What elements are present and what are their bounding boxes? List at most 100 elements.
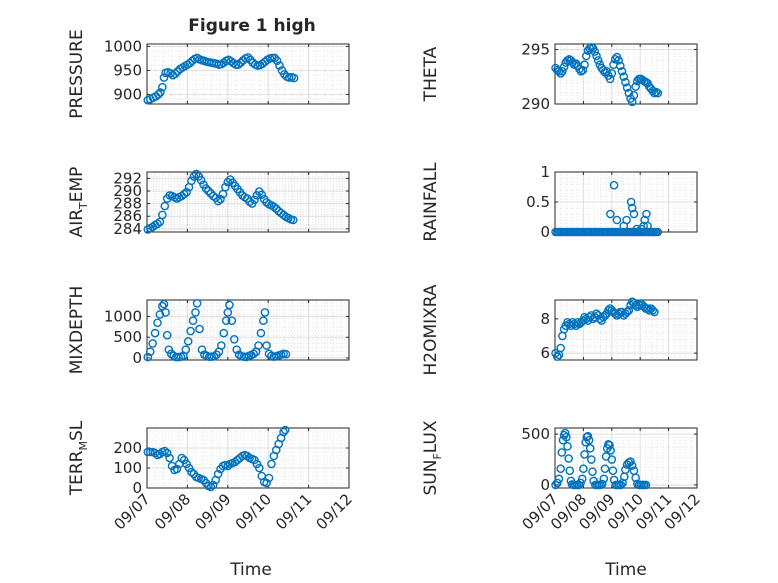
y-axis-label: THETA: [421, 46, 441, 102]
data-point: [272, 56, 282, 66]
data-point: [158, 82, 167, 92]
data-point: [185, 58, 195, 68]
data-point: [634, 300, 644, 310]
axes-frame: [146, 43, 350, 105]
data-point: [622, 215, 631, 225]
data-point: [187, 467, 196, 477]
data-point: [559, 62, 569, 72]
data-point: [606, 446, 615, 455]
data-point: [599, 474, 609, 484]
data-point: [195, 324, 204, 334]
data-point: [607, 69, 617, 78]
data-point: [616, 480, 626, 490]
data-point: [221, 182, 230, 192]
data-point: [609, 180, 619, 190]
y-tick-label: 900: [113, 85, 142, 103]
axes-frame: [554, 299, 698, 361]
data-point: [182, 187, 191, 197]
data-point: [631, 473, 640, 483]
data-point: [145, 347, 155, 357]
data-point: [186, 326, 195, 336]
data-point: [153, 219, 162, 229]
data-point: [631, 82, 640, 91]
data-point: [229, 335, 239, 344]
panel-pressure: 900 950 1000 PRESSURE: [67, 29, 350, 119]
y-axis-label-text: H2OMIXRA: [421, 284, 441, 375]
y-axis-label: PRESSURE: [67, 29, 87, 118]
panel-terr_msl: 010020009/0709/0809/0909/1009/1109/12Tim…: [67, 420, 356, 580]
data-point: [197, 345, 207, 354]
data-point: [206, 189, 216, 198]
data-point: [560, 428, 570, 438]
data-point: [177, 453, 187, 463]
data-point: [249, 349, 258, 359]
data-point: [579, 464, 588, 473]
x-axis-label: Time: [229, 560, 272, 580]
data-point: [573, 317, 583, 327]
data-point: [578, 65, 588, 75]
data-point: [643, 304, 652, 313]
data-point: [143, 352, 153, 362]
data-point: [267, 459, 276, 469]
data-point: [584, 435, 594, 445]
x-tick-label: 09/08: [151, 490, 194, 533]
data-point: [279, 427, 288, 437]
data-point: [581, 51, 591, 61]
y-axis-label-text: EMP: [67, 167, 87, 203]
data-point: [648, 305, 657, 315]
data-point: [191, 169, 201, 179]
data-point: [556, 343, 565, 353]
data-point: [621, 77, 630, 87]
data-point: [192, 299, 202, 308]
y-tick-label: 8: [540, 310, 550, 328]
data-point: [606, 209, 615, 219]
data-point: [614, 56, 623, 65]
data-point: [170, 69, 180, 79]
y-tick-label: 0: [540, 476, 550, 494]
data-point: [289, 73, 299, 83]
data-point: [254, 341, 263, 350]
y-tick-label: 284: [113, 220, 142, 238]
data-point: [590, 47, 600, 56]
data-point: [206, 482, 216, 492]
y-tick-label: 1: [540, 163, 550, 181]
data-point: [576, 66, 586, 76]
y-tick-label: 200: [113, 439, 142, 457]
data-point: [556, 69, 565, 78]
y-tick-label: 500: [113, 328, 142, 346]
y-tick-label: 950: [113, 61, 142, 79]
data-point: [585, 444, 595, 453]
data-point: [165, 453, 174, 463]
y-axis-label-text: LUX: [421, 420, 441, 453]
data-point: [653, 88, 663, 98]
data-point: [256, 328, 266, 338]
y-tick-label: 0: [132, 479, 142, 497]
data-point: [243, 53, 253, 62]
data-point: [556, 464, 565, 473]
y-tick-label: 290: [521, 95, 550, 113]
y-tick-label: 295: [521, 40, 550, 58]
y-tick-label: 500: [521, 425, 550, 443]
data-point: [155, 310, 165, 319]
data-point: [259, 316, 268, 325]
data-point: [653, 227, 663, 237]
data-point: [644, 305, 654, 315]
data-point: [162, 330, 172, 340]
data-point: [160, 201, 170, 211]
data-point: [604, 305, 613, 315]
data-point: [576, 478, 585, 488]
data-point: [643, 221, 652, 231]
data-point: [160, 446, 170, 456]
data-point: [262, 341, 271, 350]
data-point: [153, 318, 162, 328]
data-point: [255, 463, 264, 473]
data-point: [269, 202, 279, 212]
data-point: [181, 345, 191, 354]
data-point: [217, 341, 226, 350]
axes-frame: [554, 427, 698, 489]
data-point: [188, 316, 198, 325]
data-point: [650, 307, 659, 317]
axes-box: [146, 299, 350, 361]
data-point: [626, 197, 636, 207]
